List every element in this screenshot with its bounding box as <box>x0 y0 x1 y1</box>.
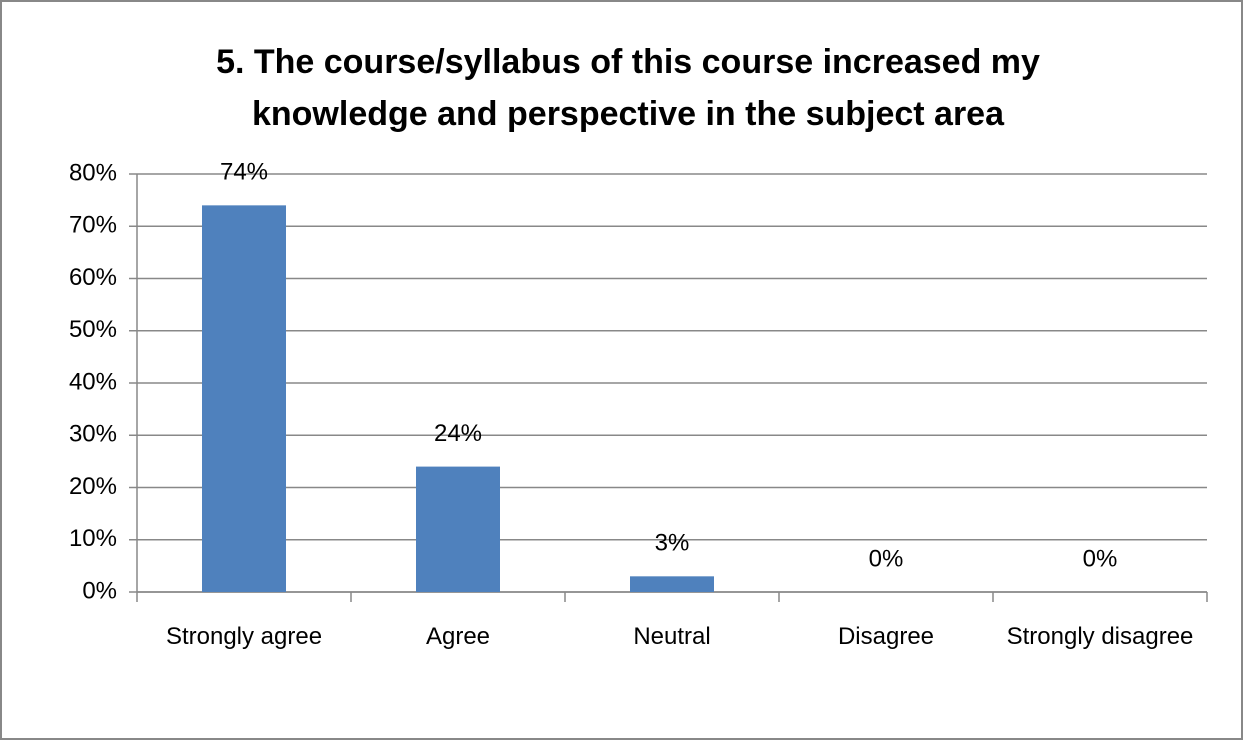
chart-title: 5. The course/syllabus of this course in… <box>216 43 1040 133</box>
bar <box>630 576 714 592</box>
y-tick-label: 50% <box>69 316 117 343</box>
data-label: 0% <box>869 545 904 572</box>
x-tick-label: Strongly agree <box>165 623 323 650</box>
data-label: 0% <box>1083 545 1118 572</box>
data-label: 3% <box>655 530 690 557</box>
y-tick-label: 20% <box>69 473 117 500</box>
x-tick-label: Neutral <box>633 623 711 650</box>
x-tick-label: Disagree <box>837 623 935 650</box>
y-tick-label: 70% <box>69 212 117 239</box>
data-label: 74% <box>220 159 268 186</box>
y-tick-label: 80% <box>69 159 117 186</box>
bar <box>202 205 286 592</box>
y-tick-label: 10% <box>69 525 117 552</box>
y-tick-label: 60% <box>69 264 117 291</box>
x-tick-label: Strongly disagree <box>1006 623 1194 650</box>
y-tick-label: 0% <box>82 577 117 604</box>
y-tick-label: 30% <box>69 421 117 448</box>
data-label: 24% <box>434 420 482 447</box>
y-tick-label: 40% <box>69 368 117 395</box>
x-tick-label: Agree <box>425 623 491 650</box>
bar <box>416 466 500 592</box>
